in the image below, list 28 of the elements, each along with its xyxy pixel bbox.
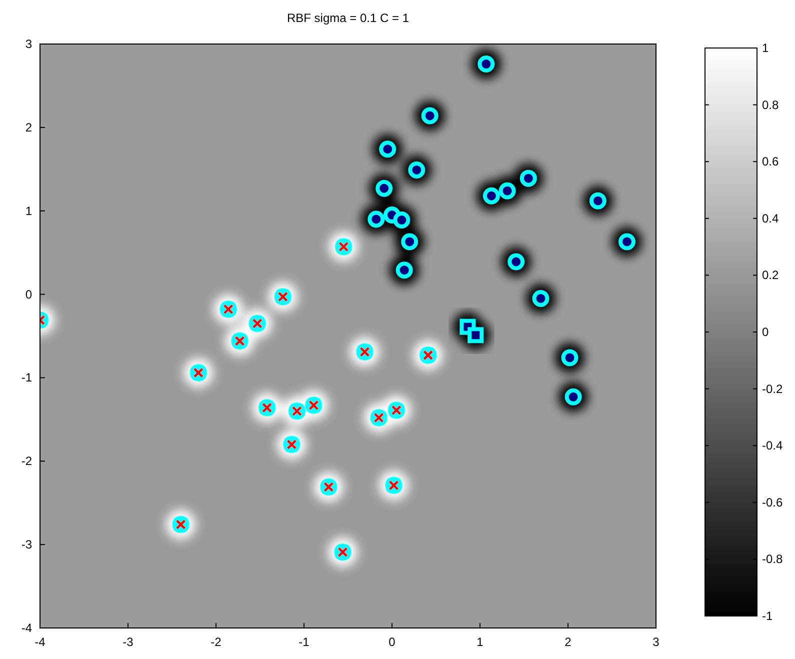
y-tick-label: -2: [21, 454, 32, 468]
y-tick-label: -3: [21, 538, 32, 552]
color-bar-label: -0.8: [762, 552, 784, 566]
color-bar-label: 0: [762, 325, 769, 339]
x-tick-label: 2: [564, 635, 572, 649]
color-bar-label: 0.4: [762, 211, 780, 226]
color-bar-label: -0.4: [762, 438, 784, 453]
color-bar-label: 0.8: [762, 98, 780, 112]
y-tick-label: -4: [21, 621, 32, 635]
x-tick-label: -2: [210, 635, 222, 649]
x-tick-label: -4: [34, 635, 46, 649]
color-bar-label: -0.2: [762, 382, 784, 396]
y-tick-label: 1: [25, 204, 32, 218]
x-tick-label: -3: [122, 635, 134, 649]
y-tick-label: 3: [25, 37, 32, 51]
x-tick-label: -1: [298, 635, 310, 649]
x-tick-label: 1: [476, 635, 484, 649]
y-tick-label: 0: [25, 287, 32, 302]
x-tick-label: 0: [388, 635, 396, 649]
chart-title: RBF sigma = 0.1 C = 1: [286, 11, 410, 25]
color-bar-label: -1: [762, 609, 773, 623]
y-tick-label: 2: [25, 120, 32, 134]
color-bar-label: 0.6: [762, 154, 780, 169]
x-tick-label: 3: [652, 635, 660, 649]
y-tick-label: -1: [21, 370, 32, 385]
color-bar-label: 1: [762, 41, 769, 55]
color-bar-label: -0.6: [762, 495, 784, 510]
color-bar-label: 0.2: [762, 268, 780, 282]
